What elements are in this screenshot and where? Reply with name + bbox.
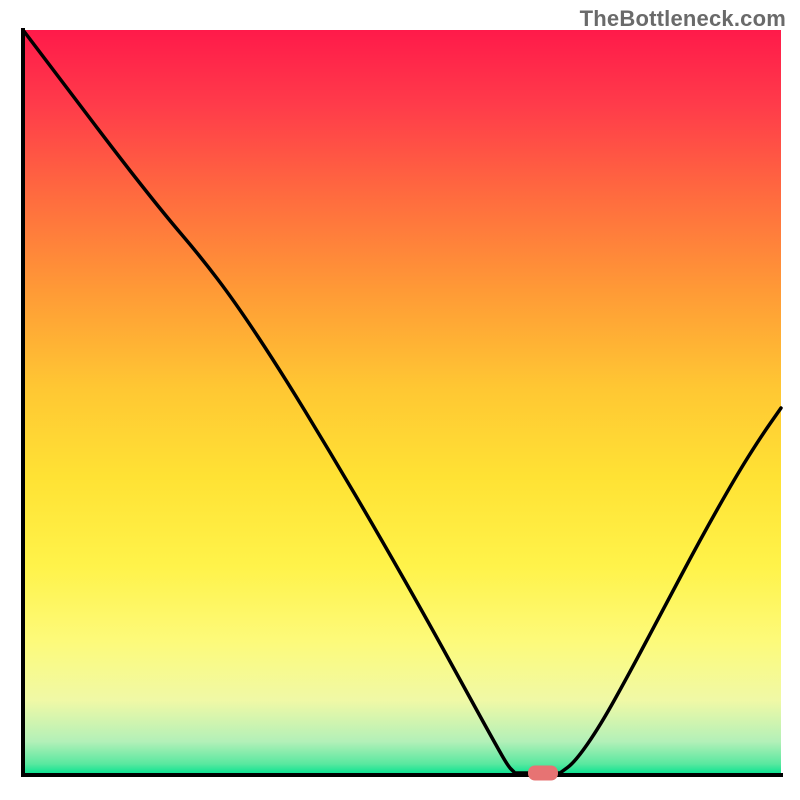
optimal-marker xyxy=(528,766,558,781)
bottleneck-chart xyxy=(0,0,800,800)
plot-background xyxy=(23,30,781,775)
watermark-text: TheBottleneck.com xyxy=(580,6,786,32)
chart-svg xyxy=(0,0,800,800)
